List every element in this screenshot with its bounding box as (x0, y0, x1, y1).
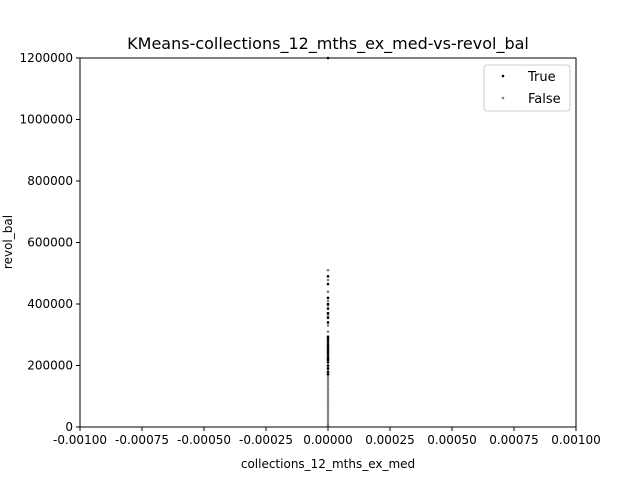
data-point-false (326, 423, 330, 426)
plot-frame (79, 57, 577, 428)
y-tick-label: 600000 (27, 236, 73, 250)
data-point-false (326, 401, 330, 404)
data-point-true (326, 356, 330, 360)
data-point-true (326, 302, 330, 306)
x-axis-label: collections_12_mths_ex_med (241, 457, 415, 471)
data-point-true (326, 358, 330, 362)
data-point-true (326, 372, 330, 376)
y-tick-label: 200000 (27, 359, 73, 373)
data-point-true (326, 335, 330, 339)
x-axis-ticks: -0.00100 -0.00075 -0.00050 -0.00025 0.00000 0… (53, 427, 601, 447)
data-point-true (326, 345, 330, 348)
data-point-true (326, 347, 330, 350)
data-point-false (326, 330, 330, 333)
data-point-false (326, 406, 330, 409)
data-point-false (326, 381, 330, 385)
legend-box (483, 64, 571, 112)
data-point-false (326, 378, 330, 382)
data-point-false (326, 398, 330, 402)
x-tick-label: -0.00050 (177, 433, 231, 447)
x-tick-label: 0.00050 (427, 433, 477, 447)
legend-marker-true (501, 74, 505, 78)
data-point-false (326, 408, 330, 412)
x-tick-label: 0.00075 (489, 433, 539, 447)
data-point-false (326, 388, 330, 392)
legend-marker-false (501, 96, 505, 100)
data-point-true (326, 367, 330, 370)
y-tick-label: 800000 (27, 174, 73, 188)
data-point-false (326, 396, 330, 399)
data-point-false (326, 386, 330, 389)
data-point-true (326, 311, 330, 315)
data-point-true (326, 340, 330, 343)
data-point-true (326, 321, 330, 324)
legend-label-true: True (527, 70, 556, 85)
data-point-false (326, 268, 330, 272)
data-point-true (326, 282, 330, 286)
data-point-true (326, 338, 330, 341)
legend-label-false: False (528, 92, 561, 107)
data-point-true (326, 354, 330, 357)
data-point-false (326, 299, 330, 303)
legend: True False (483, 64, 571, 112)
data-point-true (326, 370, 330, 373)
data-point-false (326, 278, 330, 282)
y-tick-label: 1000000 (20, 113, 73, 127)
data-point-false (326, 413, 330, 417)
x-tick-label: -0.00075 (115, 433, 169, 447)
chart-title: KMeans-collections_12_mths_ex_med-vs-rev… (127, 34, 529, 54)
data-point-true (326, 296, 330, 300)
data-point-false (326, 376, 330, 380)
y-axis-label: revol_bal (1, 215, 15, 269)
x-tick-label: 0.00100 (551, 433, 601, 447)
x-tick-label: -0.00100 (53, 433, 107, 447)
x-tick-label: -0.00025 (239, 433, 293, 447)
x-tick-label: 0.00025 (365, 433, 415, 447)
x-tick-label: 0.00000 (303, 433, 353, 447)
y-tick-label: 0 (65, 420, 73, 434)
data-point-false (326, 290, 330, 294)
data-point-true (326, 342, 330, 346)
data-points (326, 56, 330, 428)
data-point-true (326, 364, 330, 367)
data-point-false (326, 418, 330, 421)
data-point-false (326, 420, 330, 424)
data-point-true (326, 275, 330, 278)
data-point-false (326, 393, 330, 397)
data-point-false (326, 410, 330, 414)
data-point-true (326, 349, 330, 353)
data-point-true (326, 316, 330, 320)
data-point-false (326, 324, 330, 327)
data-point-true (326, 307, 330, 310)
data-point-false (326, 314, 330, 317)
y-axis-ticks: 0 200000 400000 600000 800000 1000000 1200000 (20, 51, 80, 434)
data-point-false (326, 391, 330, 394)
data-point-false (326, 383, 330, 387)
data-point-true (326, 361, 330, 364)
y-tick-label: 400000 (27, 297, 73, 311)
data-point-false (326, 415, 330, 419)
data-point-false (326, 403, 330, 407)
y-tick-label: 1200000 (20, 51, 73, 65)
data-point-true (326, 351, 330, 355)
